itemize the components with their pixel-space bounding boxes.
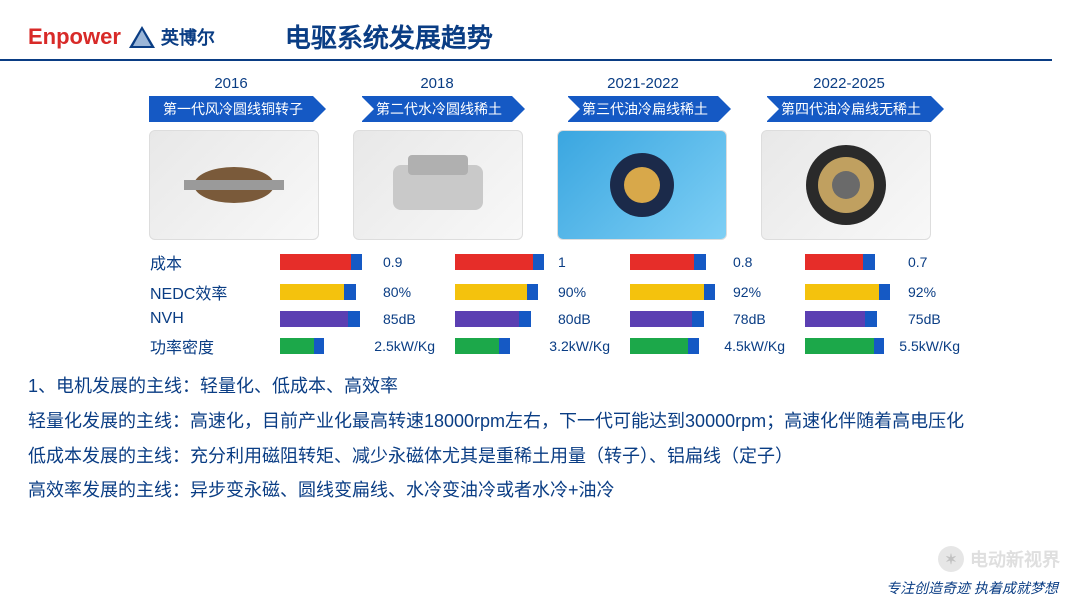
bullet-line: 1、电机发展的主线：轻量化、低成本、高效率 [28,372,1052,401]
metric-bar [280,284,377,300]
bullet-line: 高效率发展的主线：异步变永磁、圆线变扁线、水冷变油冷或者水冷+油冷 [28,476,1052,505]
metric-bar [805,338,893,354]
metric-bar-cell: 85dB [280,311,435,327]
metric-value: 78dB [733,311,785,327]
metric-bar [630,338,718,354]
gen-label: 第四代油冷扁线无稀土 [767,96,931,122]
gen-label: 第三代油冷扁线稀土 [568,96,718,122]
gen-year: 2016 [214,75,247,92]
metric-bar [630,284,727,300]
logo-icon [127,24,157,50]
metric-bar [280,338,368,354]
metric-value: 80dB [558,311,610,327]
metric-value: 80% [383,284,435,300]
metric-bar-cell: 2.5kW/Kg [280,338,435,354]
metric-bar [455,254,552,270]
metric-value: 0.7 [908,254,960,270]
page-title: 电驱系统发展趋势 [285,18,493,55]
logo: Enpower 英博尔 [28,24,215,50]
metric-bar [805,311,902,327]
gen-col-2: 2018 第二代水冷圆线稀土 [337,75,537,122]
motor-image-4 [761,130,931,240]
gen-col-3: 2021-2022 第三代油冷扁线稀土 [543,75,743,122]
metric-bar [455,311,552,327]
metric-bar [805,284,902,300]
motor-image-1 [149,130,319,240]
metric-bar-cell: 92% [805,284,960,300]
metric-bar-cell: 3.2kW/Kg [455,338,610,354]
gen-year: 2021-2022 [607,75,679,92]
bullet-line: 低成本发展的主线：充分利用磁阻转矩、减少永磁体尤其是重稀土用量（转子）、铝扁线（… [28,442,1052,471]
gen-label: 第二代水冷圆线稀土 [362,96,512,122]
metrics-grid: 成本 0.9 1 0.8 0.7 NEDC效率 80% 90% 92% 92% NVH 85dB 80d… [0,250,1080,358]
metric-bar-cell: 80dB [455,311,610,327]
wechat-watermark: ✶ 电动新视界 [938,546,1060,572]
metric-bar-cell: 5.5kW/Kg [805,338,960,354]
metric-value: 5.5kW/Kg [899,338,960,354]
metric-bar-cell: 0.7 [805,254,960,270]
metric-value: 2.5kW/Kg [374,338,435,354]
metric-value: 75dB [908,311,960,327]
metric-bar-cell: 1 [455,254,610,270]
metric-value: 3.2kW/Kg [549,338,610,354]
metric-bar-cell: 80% [280,284,435,300]
metric-value: 92% [908,284,960,300]
slide-header: Enpower 英博尔 电驱系统发展趋势 [0,0,1052,61]
metric-bar-cell: 78dB [630,311,785,327]
metric-bar-cell: 75dB [805,311,960,327]
metric-bar-cell: 0.8 [630,254,785,270]
metric-value: 92% [733,284,785,300]
logo-cn: 英博尔 [161,24,215,50]
watermark-text: 电动新视界 [970,546,1060,572]
metric-bar-cell: 0.9 [280,254,435,270]
generation-timeline: 2016 第一代风冷圆线铜转子 2018 第二代水冷圆线稀土 2021-2022… [0,75,1080,122]
gen-label: 第一代风冷圆线铜转子 [149,96,313,122]
metric-bar [630,311,727,327]
metric-label: 功率密度 [150,334,260,358]
metric-bar-cell: 90% [455,284,610,300]
footer-slogan: 专注创造奇迹 执着成就梦想 [886,578,1058,598]
metric-value: 0.8 [733,254,785,270]
gen-year: 2018 [420,75,453,92]
metric-label: NVH [150,310,260,328]
wechat-icon: ✶ [938,546,964,572]
gen-col-4: 2022-2025 第四代油冷扁线无稀土 [749,75,949,122]
metric-label: 成本 [150,250,260,274]
metric-value: 0.9 [383,254,435,270]
motor-image-2 [353,130,523,240]
motor-image-row [0,130,1080,240]
gen-col-1: 2016 第一代风冷圆线铜转子 [131,75,331,122]
gen-year: 2022-2025 [813,75,885,92]
logo-en: Enpower [28,24,121,50]
metric-bar-cell: 92% [630,284,785,300]
metric-bar-cell: 4.5kW/Kg [630,338,785,354]
metric-bar [455,284,552,300]
metric-bar [805,254,902,270]
bullet-line: 轻量化发展的主线：高速化，目前产业化最高转速18000rpm左右，下一代可能达到… [28,407,1052,436]
metric-bar [455,338,543,354]
metric-value: 1 [558,254,610,270]
metric-bar [630,254,727,270]
motor-image-3 [557,130,727,240]
metric-label: NEDC效率 [150,280,260,304]
metric-bar [280,254,377,270]
metric-value: 85dB [383,311,435,327]
bullet-list: 1、电机发展的主线：轻量化、低成本、高效率 轻量化发展的主线：高速化，目前产业化… [0,358,1080,505]
metric-value: 90% [558,284,610,300]
metric-value: 4.5kW/Kg [724,338,785,354]
metric-bar [280,311,377,327]
